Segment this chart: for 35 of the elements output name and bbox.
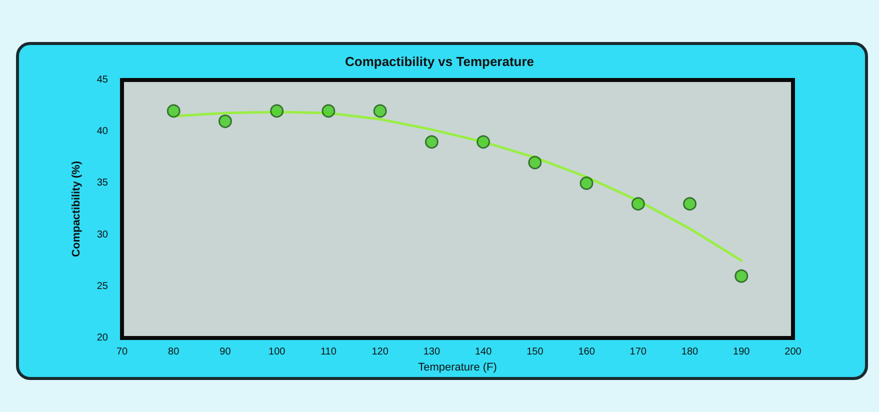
point [166,104,180,118]
y-tick-label: 25 [96,280,108,292]
point [683,197,697,211]
point [322,104,336,118]
x-tick-label: 170 [630,346,647,358]
x-tick-label: 90 [220,346,232,358]
point [218,114,232,128]
x-tick-label: 130 [423,346,440,358]
x-tick-label: 160 [578,346,596,358]
y-tick-label: 30 [96,229,108,240]
x-tick-label: 140 [474,346,492,358]
y-tick-label: 20 [96,332,108,344]
x-tick-label: 120 [372,346,389,358]
x-tick-label: 190 [733,346,750,358]
x-tick-label: 180 [681,346,699,358]
point [631,197,645,211]
x-tick-label: 110 [320,346,337,358]
point [734,269,748,283]
point [476,135,490,149]
point [424,135,438,149]
x-tick-label: 150 [526,346,544,358]
chart-title: Compactibility vs Temperature [344,54,534,69]
y-tick-label: 40 [96,126,108,138]
y-axis-title: Compactibility (%) [70,160,82,257]
point [373,104,387,118]
x-tick-label: 200 [784,346,802,358]
x-axis-title: Temperature (F) [418,361,497,374]
y-tick-label: 45 [96,74,108,86]
point [528,156,542,170]
x-tick-label: 70 [116,346,128,358]
point [580,176,594,190]
y-tick-label: 35 [96,178,108,189]
point [270,104,284,118]
x-tick-label: 100 [268,346,286,358]
x-tick-label: 80 [168,346,180,358]
